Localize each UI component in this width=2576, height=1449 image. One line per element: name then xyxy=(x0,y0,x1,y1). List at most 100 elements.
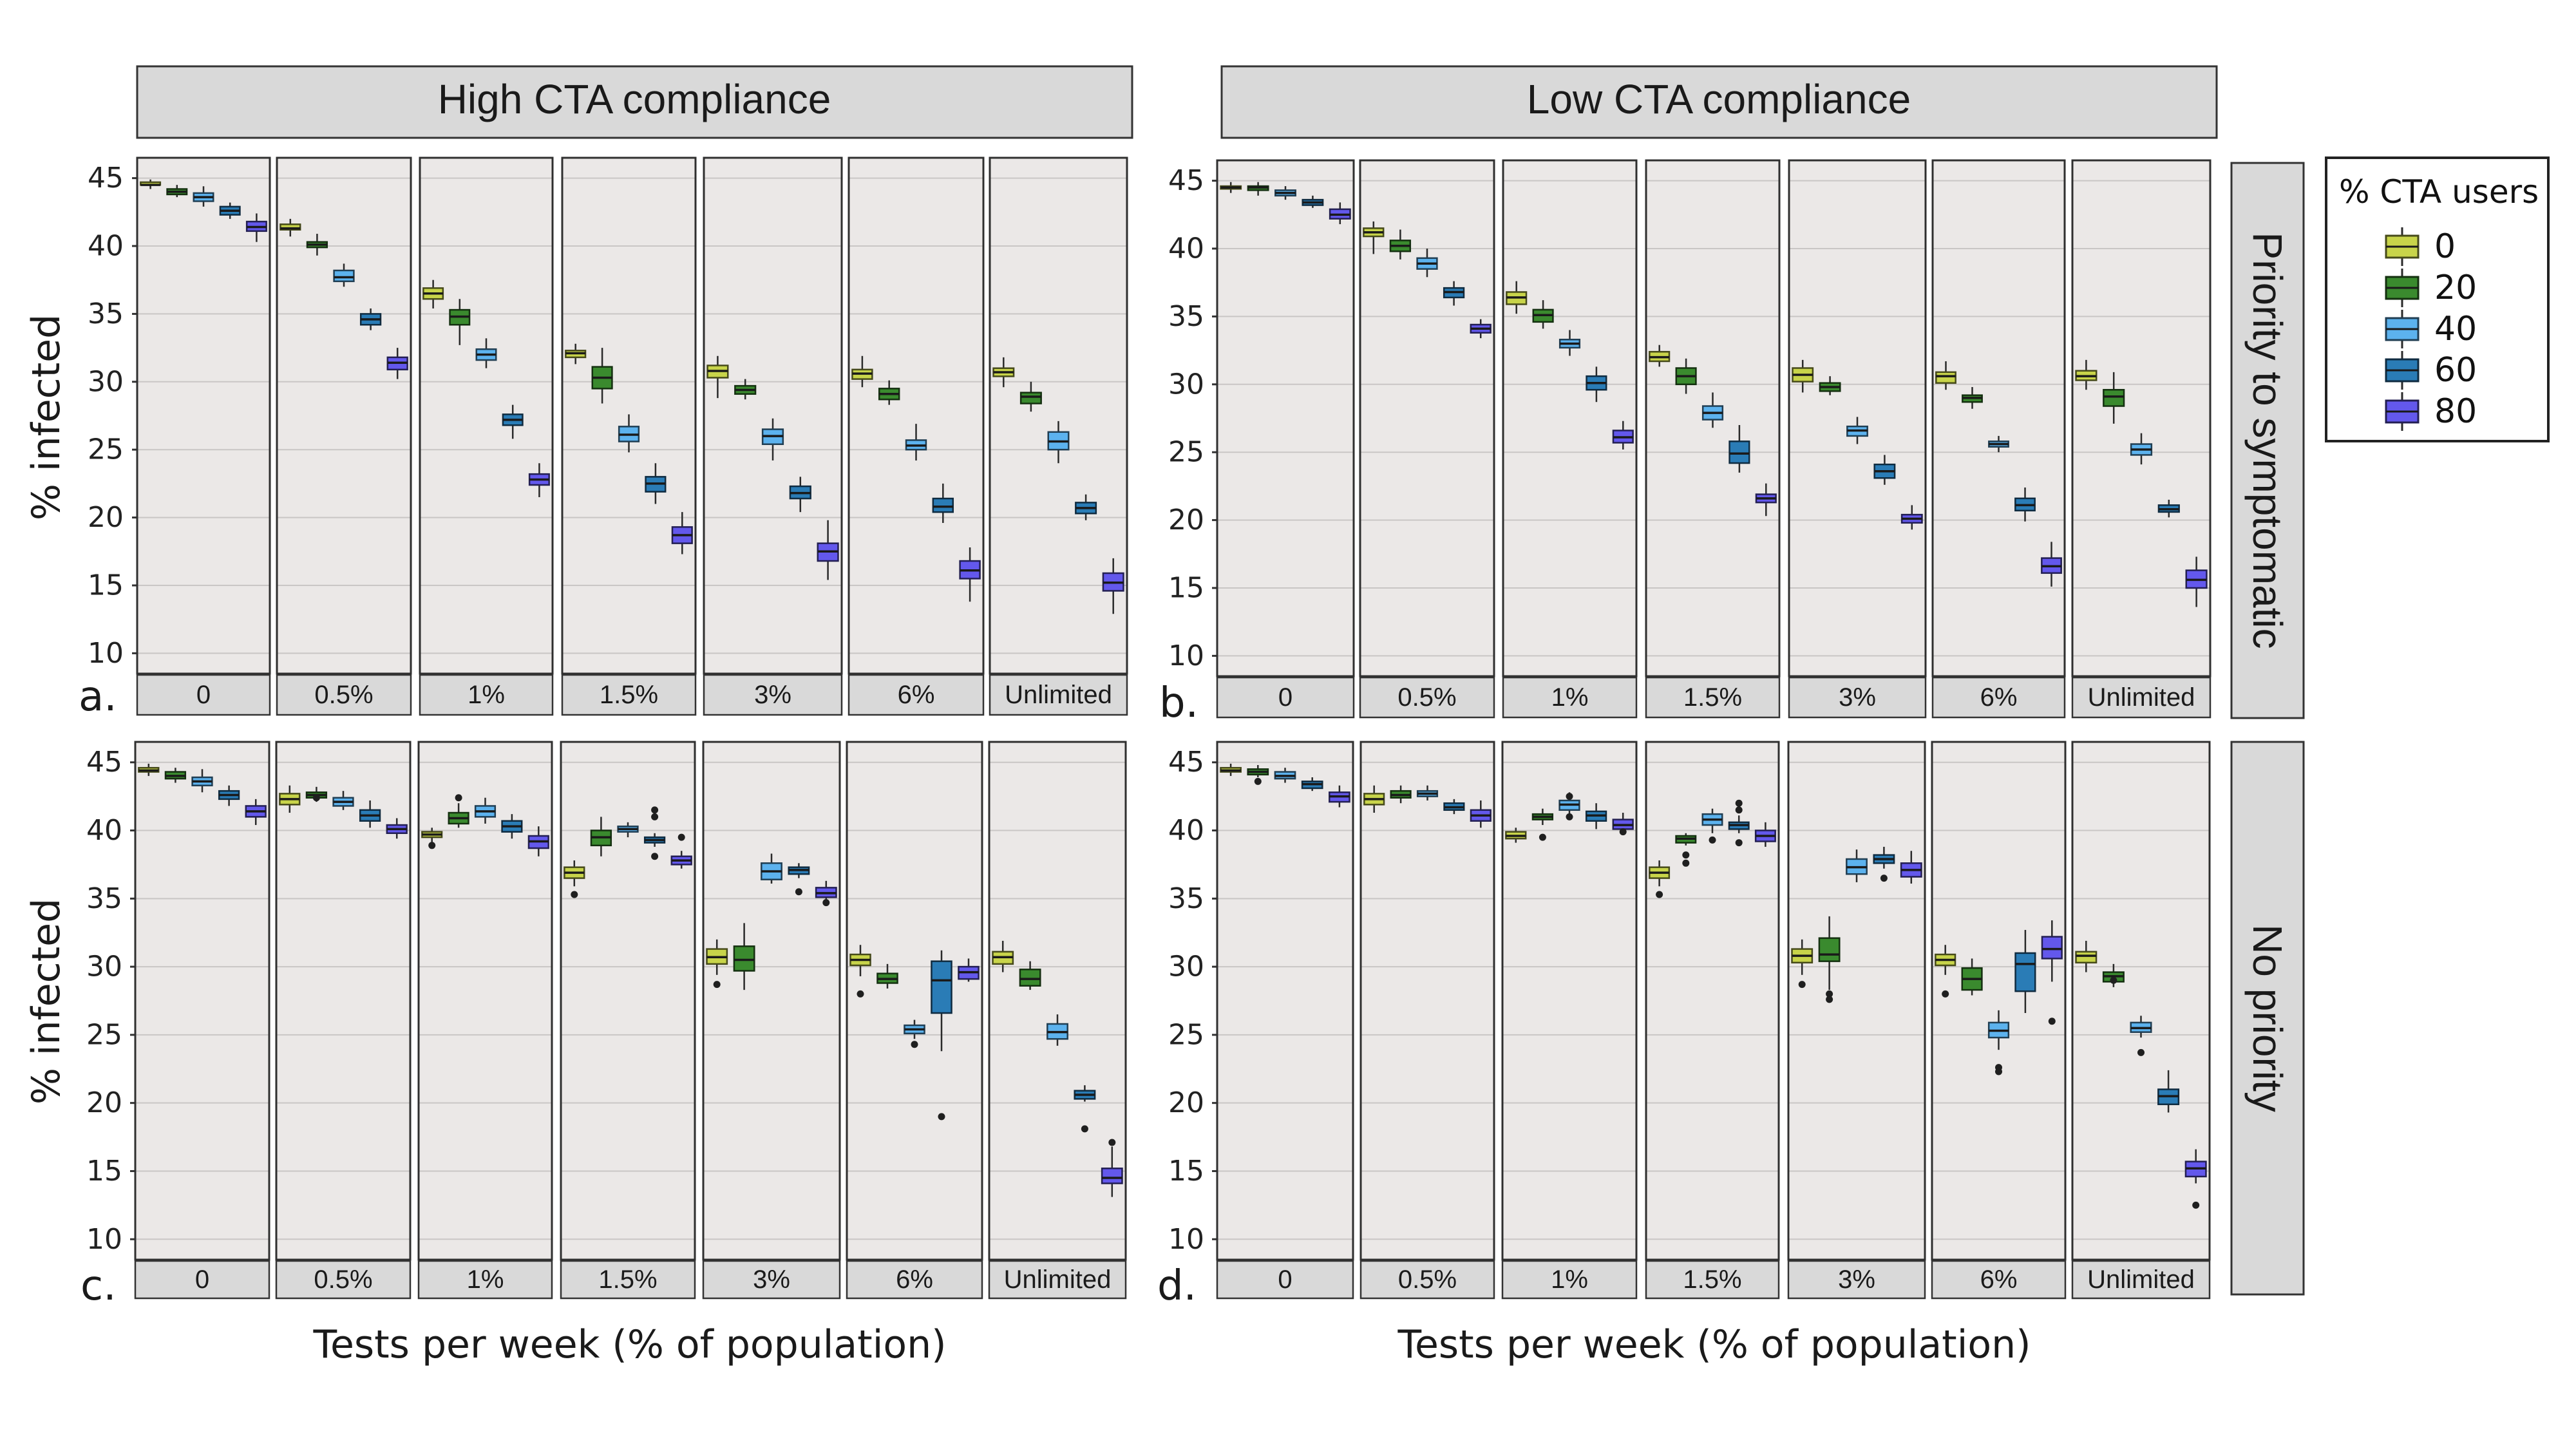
facet-strip-label: 0 xyxy=(1278,1265,1292,1294)
facet-background xyxy=(1788,742,1925,1260)
y-tick-label: 45 xyxy=(88,162,124,194)
facet-frame xyxy=(560,741,696,1261)
facet-frame xyxy=(1645,741,1780,1261)
box-0 xyxy=(1220,763,1242,776)
box-80 xyxy=(2041,542,2062,587)
facet-strip-label: Unlimited xyxy=(2087,1265,2195,1294)
box-80 xyxy=(670,851,692,869)
facet-strip xyxy=(136,674,271,716)
legend-key-80: 80 xyxy=(2385,392,2477,431)
panel-letter-b: b. xyxy=(1159,679,1198,727)
box-80 xyxy=(1102,558,1124,614)
box-60 xyxy=(1443,799,1465,815)
facet-strip xyxy=(1645,676,1781,719)
facet-5: 6% xyxy=(1931,741,2067,1300)
box-80 xyxy=(959,547,981,602)
legend-key-20: 20 xyxy=(2385,269,2477,307)
box-40 xyxy=(2130,433,2153,465)
facet-frame xyxy=(1501,741,1638,1261)
box-80 xyxy=(1329,785,1350,808)
y-tick-label: 30 xyxy=(1168,951,1204,983)
facet-frame xyxy=(989,156,1128,675)
facet-1: 0.5% xyxy=(275,741,412,1300)
outlier-point xyxy=(1566,793,1573,800)
box-0 xyxy=(1363,221,1385,254)
box-0 xyxy=(565,343,587,365)
box-0 xyxy=(706,355,729,399)
box-0 xyxy=(138,763,160,776)
box-0 xyxy=(992,357,1015,388)
box-60 xyxy=(2157,1070,2180,1113)
facet-6: Unlimited xyxy=(989,156,1128,716)
facet-3: 1.5% xyxy=(560,741,696,1300)
y-tick-label: 10 xyxy=(1168,1223,1204,1256)
x-axis-title-left: Tests per week (% of population) xyxy=(312,1322,946,1367)
panel-letter-d: d. xyxy=(1157,1262,1197,1310)
y-axis-title-top: % infected xyxy=(24,314,69,520)
box-0 xyxy=(1792,359,1814,393)
outlier-point xyxy=(1539,833,1546,841)
facet-strip xyxy=(2071,676,2211,719)
box-20 xyxy=(1390,785,1412,804)
legend-key-0: 0 xyxy=(2385,227,2456,266)
y-tick-label: 40 xyxy=(88,230,124,263)
outlier-point xyxy=(1619,828,1627,836)
legend-title: % CTA users xyxy=(2339,173,2539,211)
facet-background xyxy=(1503,160,1636,676)
facet-5: 6% xyxy=(1931,159,2066,719)
facet-strip xyxy=(988,1260,1127,1300)
outlier-point xyxy=(1942,990,1949,998)
panel-letter-c: c. xyxy=(80,1262,117,1310)
outlier-point xyxy=(1081,1125,1088,1133)
facet-strip xyxy=(560,1260,696,1300)
y-tick-label: 35 xyxy=(86,882,122,915)
y-tick-label: 20 xyxy=(88,501,124,534)
box-20 xyxy=(1675,833,1697,846)
box-40 xyxy=(1846,417,1868,444)
facet-4: 3% xyxy=(702,741,841,1300)
box-80 xyxy=(1470,319,1492,339)
facet-frame xyxy=(848,156,985,675)
facet-strip-label: 1% xyxy=(467,1265,504,1294)
facet-frame xyxy=(1645,159,1781,677)
box-20 xyxy=(2103,372,2125,424)
box-body xyxy=(333,269,355,283)
box-0 xyxy=(421,828,443,843)
box-40 xyxy=(904,1019,925,1039)
box-body xyxy=(2075,951,2098,964)
facet-strip xyxy=(417,1260,553,1300)
facet-strip xyxy=(1931,676,2066,719)
box-20 xyxy=(591,348,613,404)
facet-strip-label: 6% xyxy=(1980,683,2018,712)
box-0 xyxy=(992,940,1014,972)
box-40 xyxy=(1987,1010,2010,1050)
y-tick-label: 10 xyxy=(88,637,124,670)
facet-strip-label: 3% xyxy=(753,1265,790,1294)
facet-frame xyxy=(1216,159,1355,677)
box-40 xyxy=(1274,768,1296,783)
box-80 xyxy=(1754,822,1776,847)
outlier-point xyxy=(2110,976,2117,984)
box-80 xyxy=(2041,920,2063,982)
box-20 xyxy=(1818,916,1841,990)
facet-strip-label: 0.5% xyxy=(1398,1265,1457,1294)
facet-background xyxy=(276,742,410,1260)
facet-background xyxy=(1217,742,1353,1260)
box-40 xyxy=(1416,785,1439,800)
facet-strip xyxy=(561,674,697,716)
box-80 xyxy=(245,799,267,826)
facet-frame xyxy=(702,741,841,1261)
facet-strip xyxy=(703,674,843,716)
box-40 xyxy=(1701,392,1724,428)
outlier-point xyxy=(1656,891,1663,898)
box-80 xyxy=(386,348,408,379)
facet-strip xyxy=(1931,1260,2067,1300)
box-80 xyxy=(527,826,549,857)
box-40 xyxy=(1558,330,1581,356)
y-tick-label: 15 xyxy=(86,1155,122,1188)
facet-strip xyxy=(1501,1260,1638,1300)
facet-frame xyxy=(419,156,554,675)
legend-key-60: 60 xyxy=(2385,351,2477,390)
facet-strip-label: Unlimited xyxy=(1005,681,1112,709)
box-body xyxy=(1728,440,1750,464)
